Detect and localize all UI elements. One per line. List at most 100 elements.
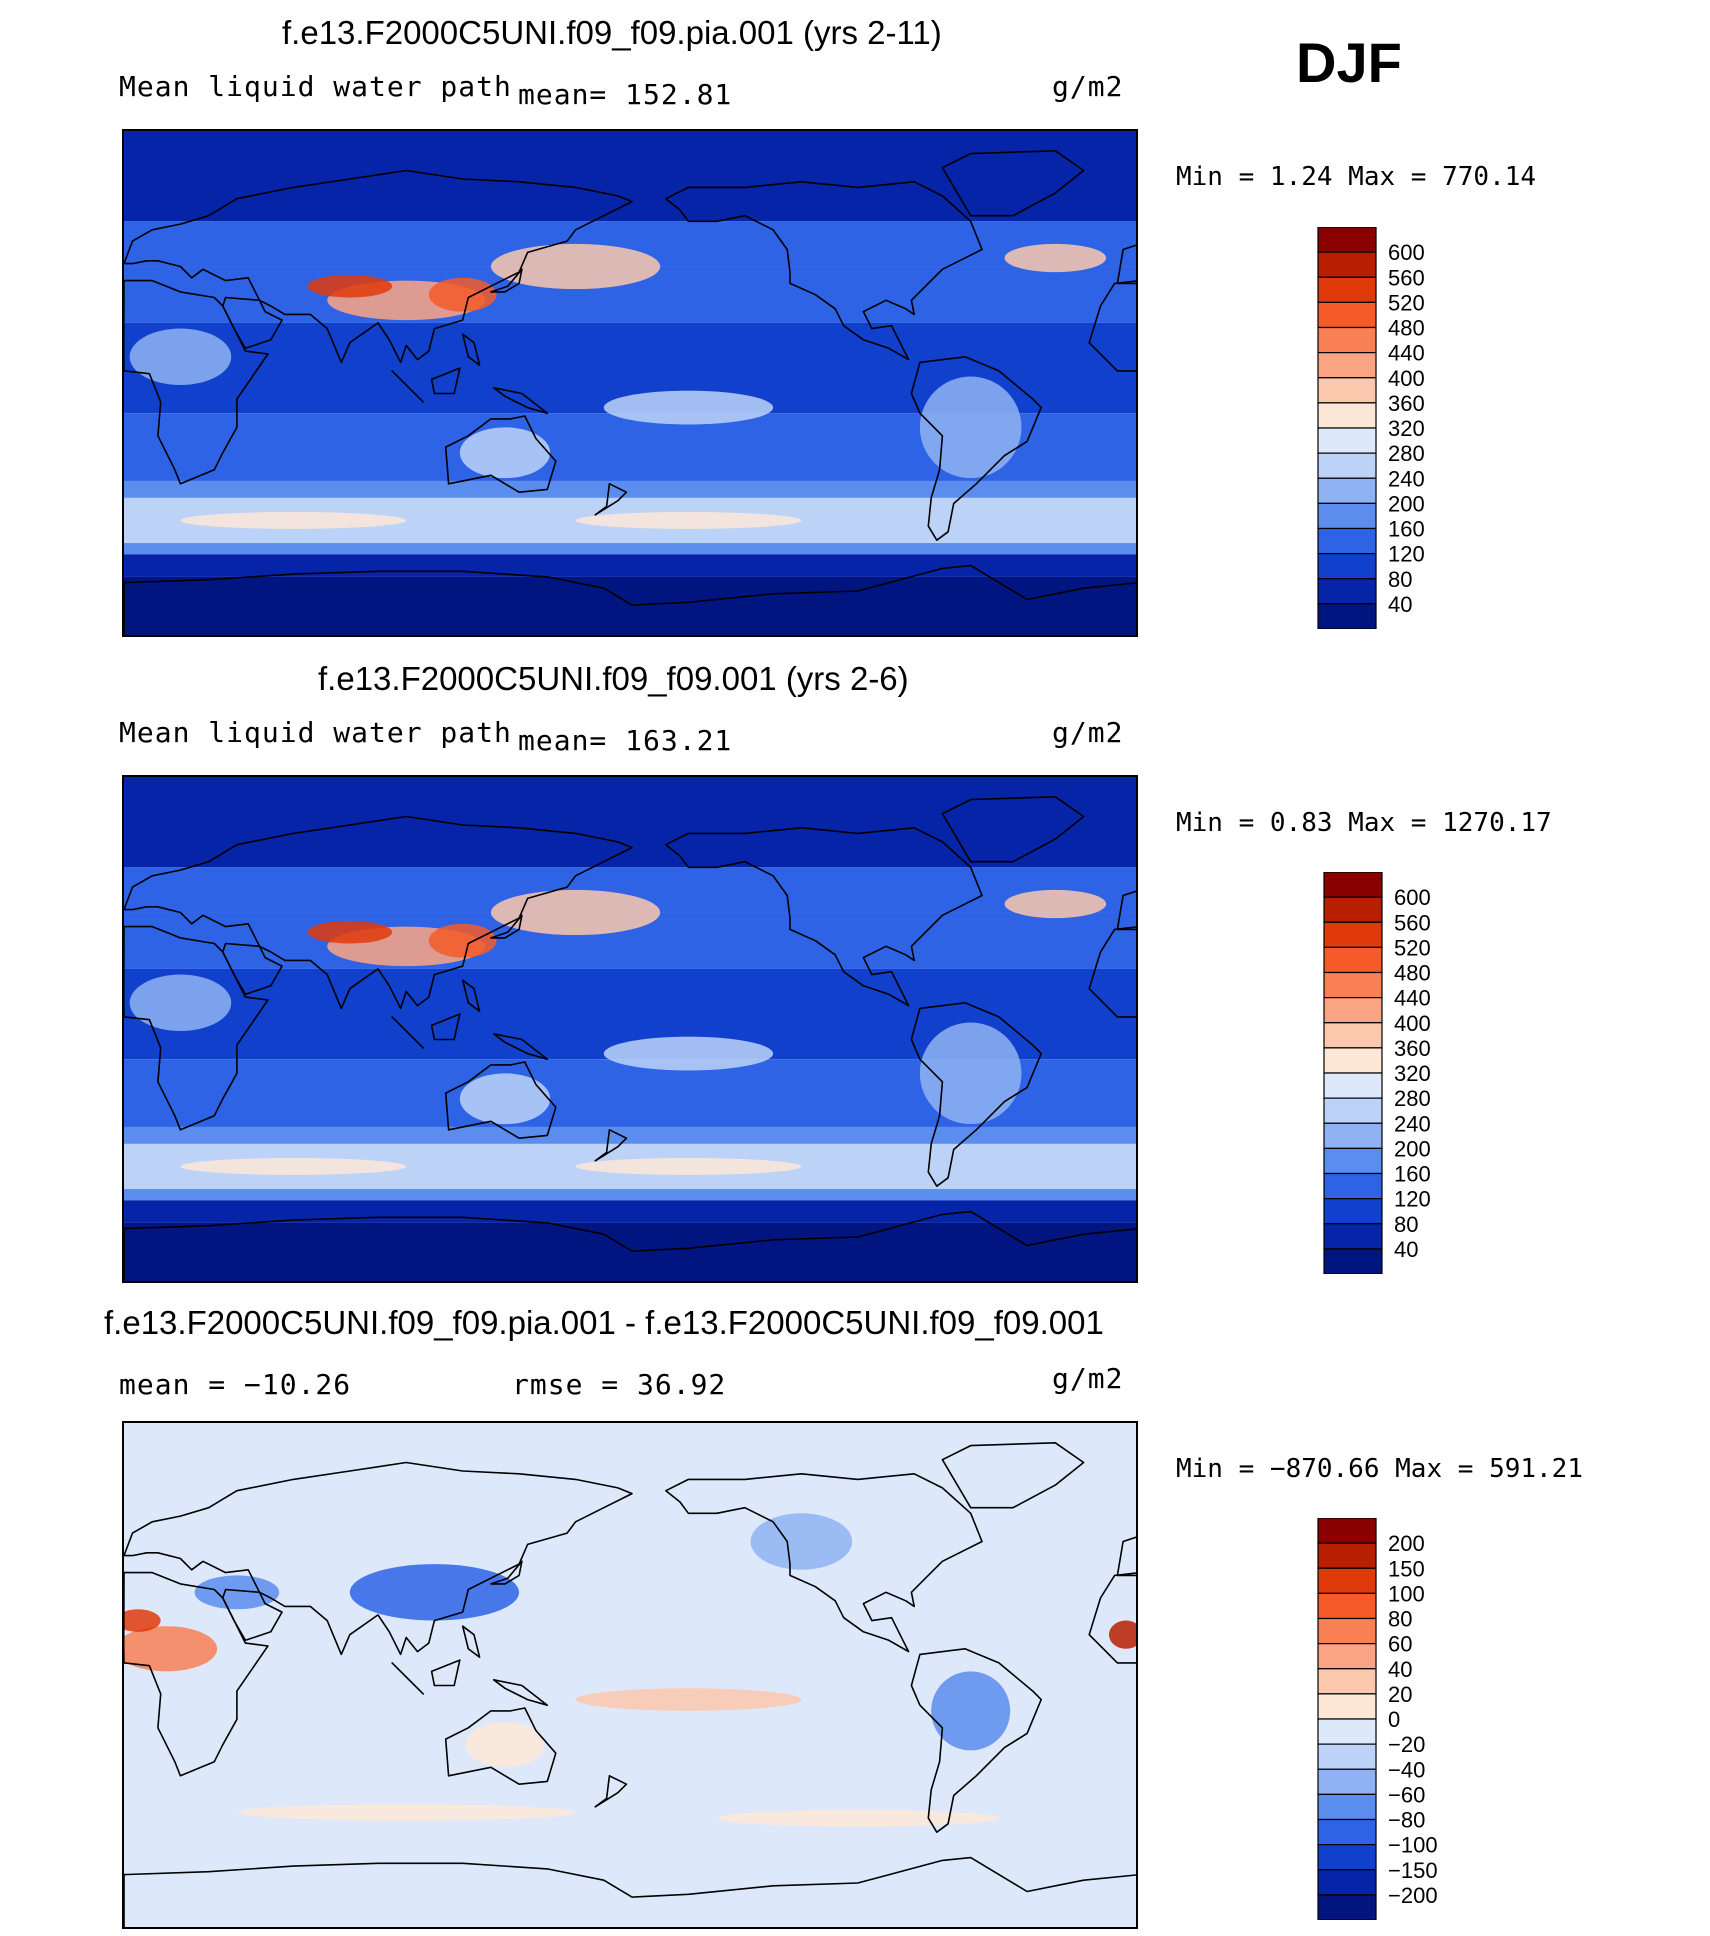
colorbar-swatch	[1317, 1592, 1377, 1620]
coastline	[1088, 280, 1136, 372]
colorbar-swatch	[1323, 871, 1383, 898]
colorbar-label: 320	[1394, 1061, 1431, 1086]
field-anomaly	[349, 1564, 520, 1621]
coastline	[124, 925, 269, 1131]
field-band	[124, 1222, 1136, 1281]
coastline	[490, 268, 523, 293]
colorbar-label: 60	[1388, 1632, 1412, 1657]
coastline	[124, 1571, 269, 1777]
coastline	[461, 979, 481, 1012]
coastline	[665, 826, 983, 1007]
colorbar-swatch	[1323, 997, 1383, 1024]
coastline	[124, 279, 269, 485]
coastline	[1088, 1572, 1136, 1664]
field-anomaly	[465, 1722, 545, 1768]
colorbar-label: 600	[1388, 240, 1425, 265]
field-anomaly	[575, 1158, 802, 1175]
field-anomaly	[716, 1809, 999, 1827]
colorbar-swatch	[1317, 226, 1377, 253]
coastline	[124, 564, 1136, 635]
colorbar-svg: 6005605204804404003603202802402001601208…	[1323, 871, 1431, 1275]
panel-3-title: f.e13.F2000C5UNI.f09_f09.pia.001 - f.e13…	[104, 1304, 1104, 1341]
field-anomaly	[919, 376, 1022, 479]
panel-2-title: f.e13.F2000C5UNI.f09_f09.001 (yrs 2-6)	[318, 660, 909, 697]
colorbar-label: 20	[1388, 1682, 1412, 1707]
colorbar-label: 100	[1388, 1581, 1425, 1606]
colorbar-label: 520	[1388, 290, 1425, 315]
colorbar-label: 440	[1388, 341, 1425, 366]
colorbar-swatch	[1323, 1047, 1383, 1074]
colorbar-swatch	[1317, 477, 1377, 504]
coastline	[910, 1002, 1043, 1188]
colorbar-swatch	[1323, 1147, 1383, 1175]
field-band	[124, 1200, 1136, 1223]
colorbar-label: −60	[1388, 1782, 1425, 1807]
colorbar-swatch	[1317, 251, 1377, 278]
coastline	[492, 1032, 549, 1061]
coastline	[124, 1461, 633, 1656]
panel-1-map	[122, 129, 1138, 637]
field-band	[124, 554, 1136, 577]
colorbar-swatch	[1317, 276, 1377, 303]
coastline	[124, 1856, 1136, 1927]
field-anomaly	[236, 1804, 576, 1821]
colorbar-swatch	[1317, 1693, 1377, 1720]
colorbar-label: 240	[1394, 1111, 1431, 1136]
colorbar-label: 160	[1394, 1162, 1431, 1187]
field-anomaly	[124, 1626, 218, 1672]
colorbar-swatch	[1317, 578, 1377, 605]
field-band	[124, 777, 1136, 868]
coastline	[124, 169, 633, 364]
colorbar-label: 280	[1388, 441, 1425, 466]
colorbar-label: 560	[1388, 265, 1425, 290]
map-svg	[124, 1423, 1136, 1927]
coastline	[124, 815, 633, 1010]
coastline	[941, 1441, 1085, 1509]
colorbar-swatch	[1323, 946, 1383, 974]
coastline	[444, 415, 557, 494]
map-svg	[124, 777, 1136, 1281]
colorbar-label: 480	[1394, 961, 1431, 986]
coastline	[490, 1560, 523, 1585]
colorbar-swatch	[1317, 527, 1377, 555]
panel-2-variable-label: Mean liquid water path	[119, 716, 512, 749]
colorbar-label: 600	[1394, 885, 1431, 910]
colorbar-swatch	[1323, 896, 1383, 923]
colorbar-label: 440	[1394, 986, 1431, 1011]
field-anomaly	[1108, 1620, 1136, 1649]
field-anomaly	[575, 512, 802, 529]
colorbar-swatch	[1323, 1072, 1383, 1099]
panel-2-colorbar: 600 560 520 480 440 400 360 320 280 240 200 160 120 8…	[1322, 871, 1462, 1275]
coastline	[430, 1659, 461, 1687]
colorbar-swatch	[1317, 1869, 1377, 1896]
colorbar-svg: 6005605204804404003603202802402001601208…	[1317, 226, 1425, 630]
colorbar-label: 40	[1388, 1657, 1412, 1682]
colorbar-label: 320	[1388, 416, 1425, 441]
field-anomaly	[459, 1073, 551, 1125]
field-anomaly	[307, 274, 393, 298]
panel-2-units: g/m2	[1052, 716, 1124, 749]
panel-2-map	[122, 775, 1138, 1283]
colorbar-label: 520	[1394, 935, 1431, 960]
colorbar-swatch	[1317, 1643, 1377, 1670]
coastline	[665, 180, 983, 361]
colorbar-swatch	[1317, 1542, 1377, 1569]
field-anomaly	[124, 1609, 161, 1632]
panel-3-rmse-label: rmse = 36.92	[512, 1368, 727, 1401]
colorbar-label: 400	[1394, 1011, 1431, 1036]
coastline	[222, 942, 283, 996]
coastline	[594, 1128, 628, 1162]
field-band	[124, 480, 1136, 498]
field-band	[124, 1126, 1136, 1144]
panel-1-units: g/m2	[1052, 70, 1124, 103]
colorbar-swatch	[1317, 1567, 1377, 1594]
colorbar-swatch	[1317, 1517, 1377, 1544]
colorbar-swatch	[1317, 402, 1377, 429]
colorbar-swatch	[1317, 502, 1377, 530]
coastline	[492, 1678, 549, 1707]
colorbar-label: 160	[1388, 517, 1425, 542]
colorbar-label: 360	[1388, 391, 1425, 416]
coastline	[1116, 1536, 1136, 1577]
colorbar-swatch	[1317, 377, 1377, 404]
colorbar-label: −40	[1388, 1757, 1425, 1782]
